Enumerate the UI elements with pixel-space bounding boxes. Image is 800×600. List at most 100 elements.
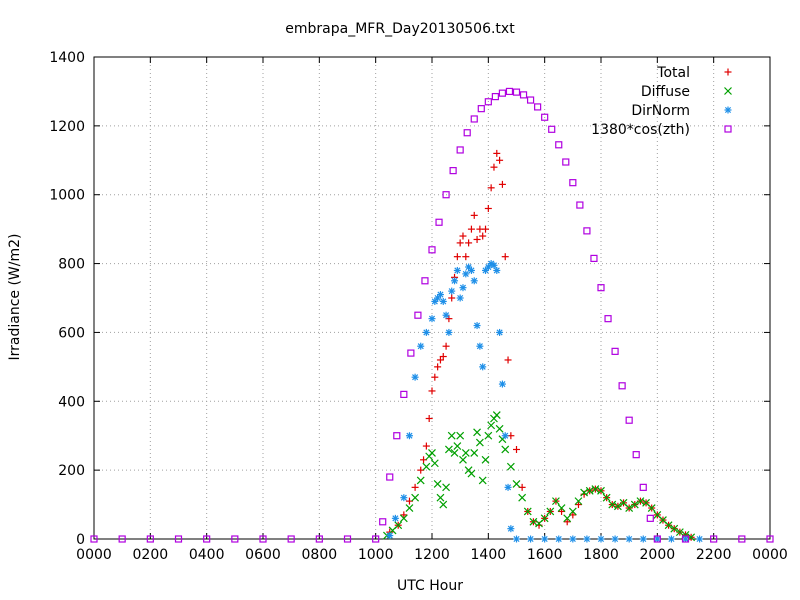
data-point-3-46 — [625, 416, 633, 424]
data-point-2-3 — [405, 432, 413, 440]
data-point-1-4 — [405, 504, 414, 512]
data-point-2-40 — [569, 535, 577, 543]
x-tick-label: 0000 — [752, 547, 788, 563]
data-point-3-42 — [597, 284, 605, 292]
data-point-3-12 — [386, 473, 394, 481]
data-point-3-47 — [632, 451, 640, 459]
data-point-0-21 — [462, 253, 470, 261]
data-point-0-49 — [574, 501, 582, 509]
data-point-3-25 — [477, 105, 485, 113]
data-point-3-17 — [421, 277, 429, 285]
data-point-3-29 — [505, 87, 514, 96]
data-point-2-32 — [498, 380, 506, 388]
x-tick-label: 2200 — [696, 547, 732, 563]
data-point-1-19 — [456, 431, 465, 440]
legend-label: Total — [656, 65, 690, 81]
data-point-1-10 — [430, 459, 439, 468]
data-point-2-23 — [473, 322, 481, 330]
data-point-2-1 — [391, 514, 399, 522]
data-point-1-35 — [501, 445, 510, 454]
data-point-3-26 — [484, 98, 492, 106]
legend-marker — [724, 87, 732, 95]
data-point-3-36 — [555, 141, 563, 149]
data-point-3-37 — [562, 158, 570, 166]
data-point-2-41 — [583, 535, 591, 543]
data-point-2-48 — [682, 535, 689, 543]
series-1 — [383, 411, 696, 542]
data-point-1-45 — [557, 504, 566, 512]
data-point-2-37 — [527, 535, 535, 543]
data-point-0-19 — [456, 239, 464, 247]
data-point-2-42 — [597, 535, 605, 543]
data-point-3-35 — [548, 125, 556, 133]
data-point-2-22 — [470, 277, 478, 285]
data-point-1-36 — [506, 462, 515, 471]
y-tick-label: 400 — [58, 394, 85, 410]
data-point-2-18 — [459, 284, 467, 292]
data-point-1-25 — [473, 428, 481, 437]
data-point-0-31 — [490, 163, 498, 171]
data-point-1-24 — [470, 449, 479, 457]
data-point-2-11 — [439, 297, 447, 305]
data-point-1-64 — [664, 521, 673, 530]
y-axis-ticks: 0 200 400 600 800 1000 1200 1400 — [49, 50, 770, 548]
data-marks — [90, 87, 774, 543]
data-point-3-15 — [407, 349, 415, 357]
data-point-0-35 — [501, 253, 509, 261]
data-point-0-27 — [479, 232, 487, 240]
data-point-2-43 — [611, 535, 619, 543]
data-point-2-17 — [456, 294, 464, 302]
x-tick-label: 1000 — [358, 547, 394, 563]
data-point-1-18 — [453, 442, 462, 450]
x-tick-label: 1200 — [414, 547, 450, 563]
data-point-0-46 — [558, 507, 566, 515]
grid-lines — [94, 57, 770, 539]
data-point-3-20 — [442, 191, 450, 199]
data-point-0-20 — [459, 232, 467, 240]
data-point-3-38 — [569, 179, 577, 187]
data-point-0-30 — [487, 184, 495, 192]
data-point-3-19 — [435, 218, 443, 226]
y-tick-label: 1200 — [49, 119, 85, 135]
data-point-1-44 — [552, 497, 560, 506]
data-point-3-30 — [512, 88, 521, 96]
data-point-1-46 — [563, 514, 572, 523]
data-point-2-31 — [496, 328, 504, 336]
data-point-3-7 — [287, 535, 295, 543]
data-point-1-57 — [625, 504, 634, 512]
data-point-3-52 — [710, 535, 718, 543]
data-point-1-30 — [487, 421, 496, 430]
data-point-0-23 — [467, 225, 475, 233]
data-point-1-49 — [580, 488, 589, 497]
data-point-2-30 — [493, 266, 501, 274]
data-point-2-33 — [501, 432, 509, 440]
data-point-3-14 — [400, 390, 408, 398]
legend-marker — [724, 125, 732, 133]
data-point-1-20 — [459, 455, 467, 464]
data-point-2-47 — [667, 535, 675, 543]
data-point-2-4 — [411, 373, 419, 381]
data-point-3-28 — [498, 89, 507, 97]
data-point-2-39 — [555, 535, 563, 543]
data-point-2-38 — [541, 535, 549, 543]
data-point-0-18 — [453, 253, 461, 261]
data-point-0-13 — [439, 353, 447, 361]
data-point-0-7 — [422, 442, 430, 450]
data-point-1-66 — [675, 528, 684, 537]
data-point-3-39 — [576, 201, 584, 209]
data-point-3-11 — [379, 518, 387, 526]
data-point-1-54 — [608, 500, 617, 509]
data-point-0-2 — [400, 511, 408, 519]
data-point-1-2 — [394, 521, 403, 530]
data-point-3-18 — [428, 246, 436, 254]
data-point-0-32 — [493, 149, 501, 157]
data-point-2-24 — [476, 342, 484, 350]
data-point-3-0 — [90, 535, 98, 543]
data-point-0-4 — [411, 483, 419, 491]
data-point-2-36 — [513, 535, 520, 543]
legend-label: DirNorm — [631, 103, 690, 119]
data-point-1-16 — [447, 431, 456, 440]
data-point-1-5 — [411, 493, 420, 502]
data-point-1-3 — [399, 514, 408, 523]
